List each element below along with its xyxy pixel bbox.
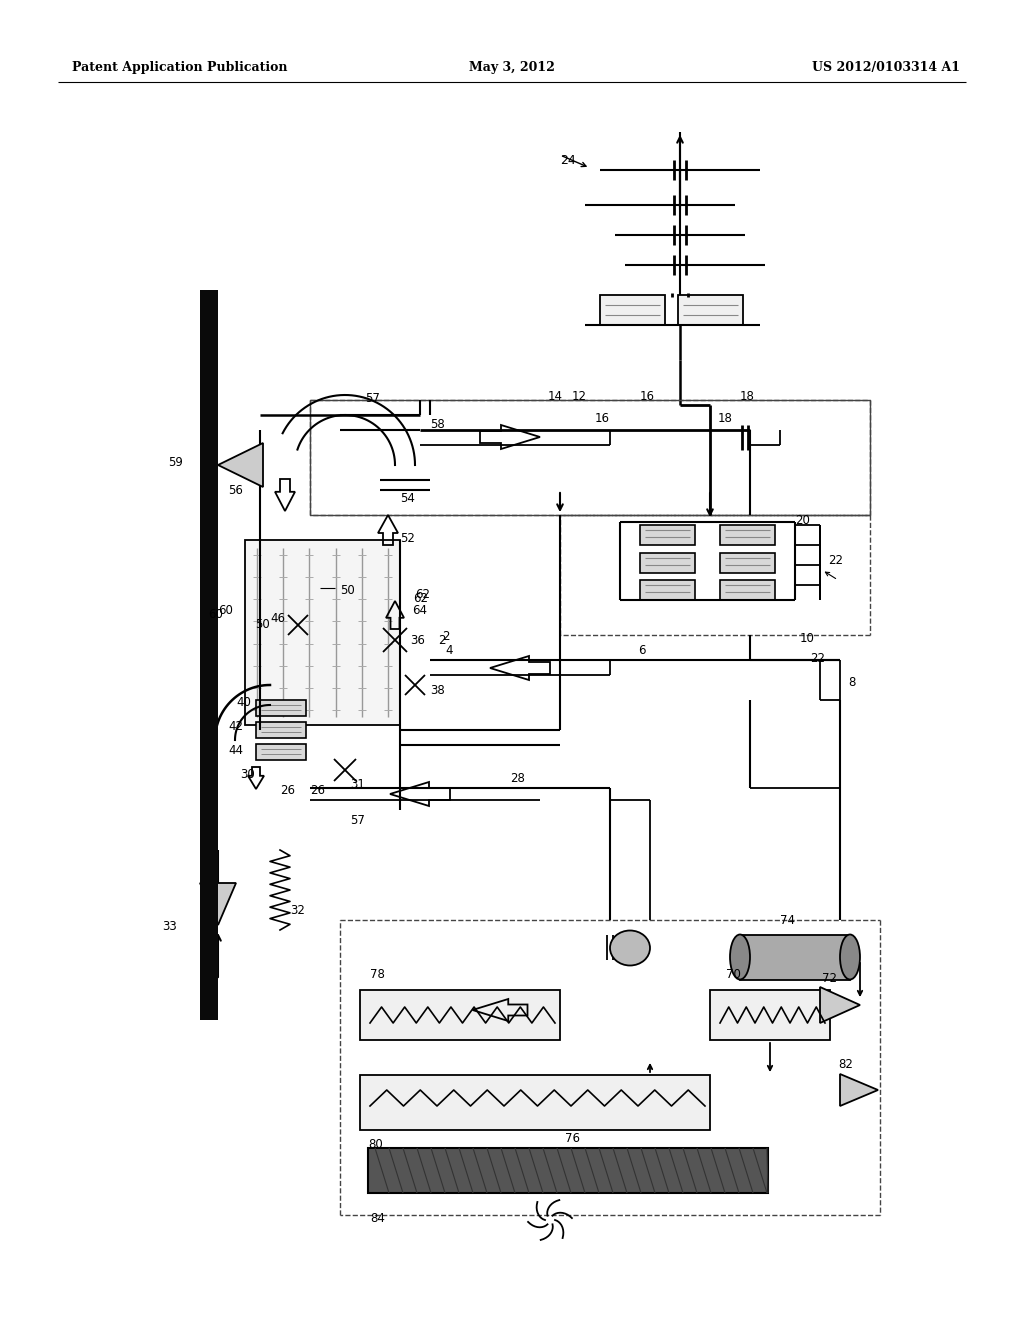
Bar	[256, 722, 306, 738]
Text: 44: 44	[228, 743, 243, 756]
Text: 40: 40	[236, 697, 251, 710]
Text: 2: 2	[442, 630, 450, 643]
Ellipse shape	[840, 935, 860, 979]
Text: 70: 70	[726, 969, 741, 982]
Text: 36: 36	[410, 634, 425, 647]
Text: 18: 18	[718, 412, 733, 425]
Text: 46: 46	[270, 611, 285, 624]
Text: US 2012/0103314 A1: US 2012/0103314 A1	[812, 62, 961, 74]
Text: 76: 76	[565, 1131, 580, 1144]
Text: 78: 78	[370, 969, 385, 982]
Bar	[678, 294, 743, 325]
Text: 16: 16	[595, 412, 610, 425]
Text: 38: 38	[430, 684, 444, 697]
Text: 60: 60	[208, 607, 223, 620]
Text: May 3, 2012: May 3, 2012	[469, 62, 555, 74]
Text: 20: 20	[795, 513, 810, 527]
Text: 72: 72	[822, 972, 837, 985]
Bar	[360, 1074, 710, 1130]
Text: 57: 57	[350, 813, 365, 826]
Polygon shape	[200, 883, 236, 925]
Polygon shape	[218, 444, 263, 487]
Polygon shape	[820, 987, 860, 1023]
Bar	[640, 553, 695, 573]
Text: 22: 22	[810, 652, 825, 664]
Text: 26: 26	[310, 784, 325, 796]
Text: 32: 32	[290, 903, 305, 916]
Text: 16: 16	[640, 391, 655, 404]
Text: 60: 60	[218, 603, 232, 616]
Ellipse shape	[730, 935, 750, 979]
Bar	[245, 540, 400, 725]
Text: 30: 30	[240, 768, 255, 781]
Text: 74: 74	[780, 913, 795, 927]
Bar	[368, 1148, 768, 1193]
Text: 22: 22	[828, 553, 843, 566]
Text: 56: 56	[228, 483, 243, 496]
Text: 24: 24	[560, 153, 575, 166]
Bar	[256, 744, 306, 760]
Text: 80: 80	[368, 1138, 383, 1151]
Bar	[710, 990, 830, 1040]
Bar	[256, 700, 306, 715]
Text: 4: 4	[445, 644, 453, 656]
Bar	[360, 990, 560, 1040]
Bar	[640, 525, 695, 545]
Text: 12: 12	[572, 391, 587, 404]
Text: 26: 26	[280, 784, 295, 796]
Bar	[720, 525, 775, 545]
Bar	[720, 553, 775, 573]
Text: 82: 82	[838, 1059, 853, 1072]
Bar	[600, 294, 665, 325]
Bar	[640, 579, 695, 601]
Text: Patent Application Publication: Patent Application Publication	[72, 62, 288, 74]
Text: 8: 8	[848, 676, 855, 689]
Text: 58: 58	[430, 417, 444, 430]
Text: 62: 62	[413, 591, 428, 605]
Text: 57: 57	[365, 392, 380, 404]
Text: 33: 33	[162, 920, 177, 933]
Text: 2: 2	[438, 634, 445, 647]
Text: 52: 52	[400, 532, 415, 544]
Text: 64: 64	[412, 603, 427, 616]
Text: 84: 84	[370, 1212, 385, 1225]
Text: 54: 54	[400, 491, 415, 504]
Text: 28: 28	[510, 771, 525, 784]
Bar	[720, 579, 775, 601]
Text: 50: 50	[340, 583, 354, 597]
Ellipse shape	[610, 931, 650, 965]
Text: 59: 59	[168, 455, 183, 469]
Bar	[310, 400, 870, 515]
Text: 50: 50	[255, 619, 269, 631]
Text: 10: 10	[800, 631, 815, 644]
Text: 62: 62	[415, 589, 430, 602]
Text: 18: 18	[740, 391, 755, 404]
Text: 31: 31	[350, 779, 365, 792]
Text: 42: 42	[228, 719, 243, 733]
Bar	[200, 290, 218, 1020]
Bar	[740, 935, 850, 979]
Polygon shape	[840, 1074, 878, 1106]
Text: 6: 6	[638, 644, 645, 656]
Text: 14: 14	[548, 391, 563, 404]
